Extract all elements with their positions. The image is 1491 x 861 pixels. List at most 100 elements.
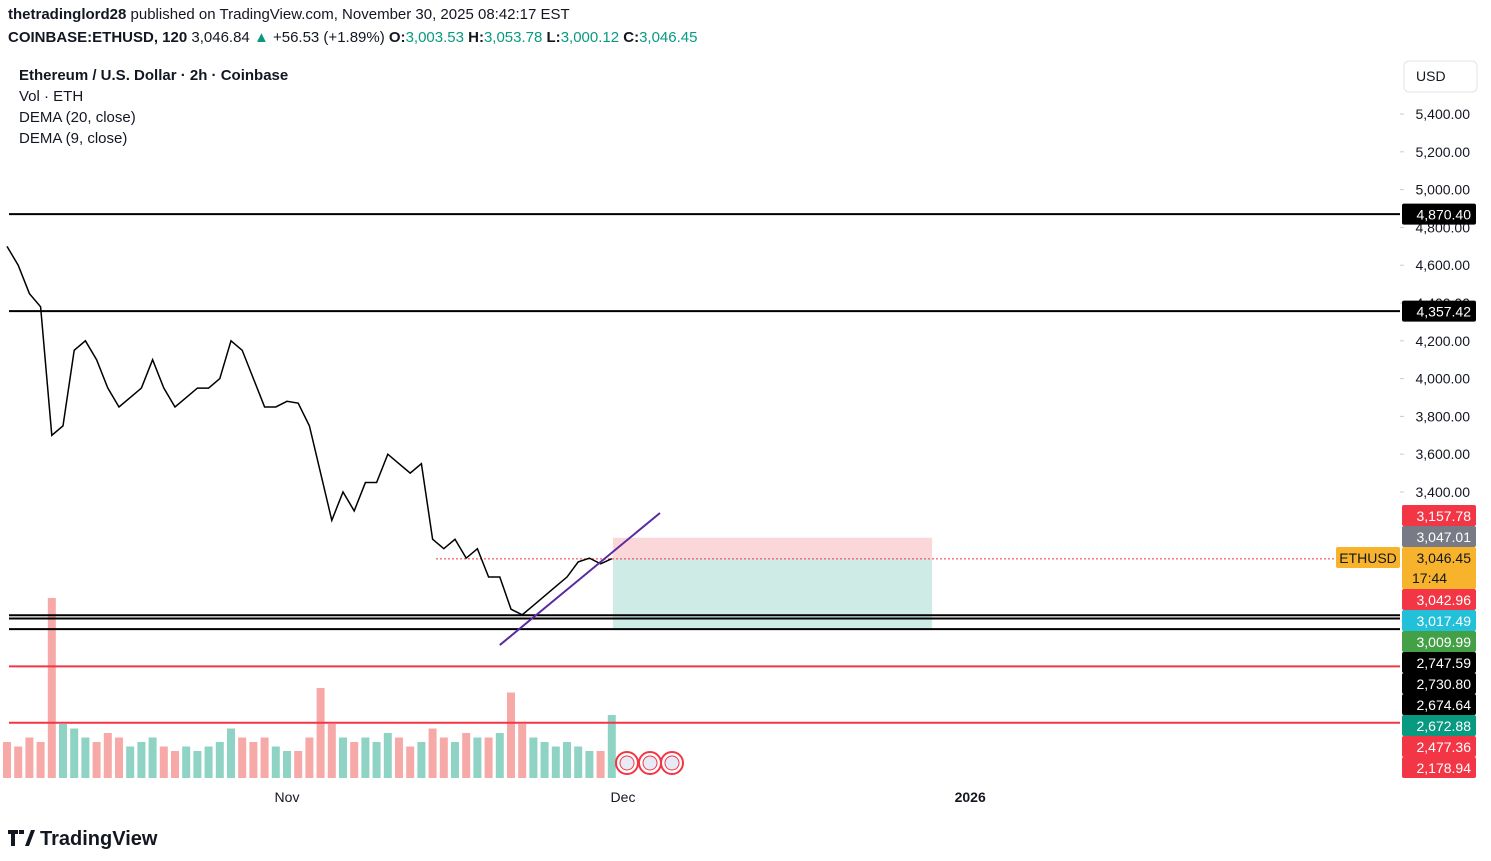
volume-bar [126, 746, 135, 778]
price-line [6, 245, 613, 616]
volume-bar [585, 751, 594, 778]
price-label: 4,870.40 [1417, 207, 1472, 223]
volume-bar [495, 733, 504, 778]
legend-volume: Vol · ETH [19, 88, 84, 105]
volume-bar [327, 724, 336, 778]
price-label-box [1402, 694, 1476, 715]
volume-bar [271, 746, 280, 778]
volume-bar [428, 728, 437, 778]
volume-bar [383, 733, 392, 778]
plot [3, 213, 1400, 778]
position-risk [612, 537, 933, 559]
o-label: O: [388, 29, 406, 46]
volume-bar [507, 692, 515, 778]
symbol-tag-box [1336, 547, 1400, 568]
volume-bar [484, 737, 493, 778]
h-label: H: [468, 29, 484, 46]
volume-bar [14, 746, 23, 778]
currency[interactable]: USD [1416, 68, 1446, 84]
event-icon [638, 751, 662, 775]
price-label: 3,009.99 [1417, 634, 1472, 650]
currency-button[interactable] [1403, 60, 1478, 93]
volume-bar [36, 742, 45, 778]
change: +56.53 (+1.89%) [272, 29, 385, 46]
event-flag [642, 755, 658, 771]
trendline [499, 512, 661, 646]
volume-bar [417, 742, 426, 778]
quote-line: COINBASE:ETHUSD, 120 3,046.84 ▲ +56.53 (… [8, 29, 697, 46]
price-label-box [1402, 673, 1476, 694]
volume-bar [204, 746, 213, 778]
price-label-box [1402, 589, 1476, 610]
volume-bar [294, 751, 303, 778]
volume-bar [361, 737, 370, 778]
event-icon [660, 751, 684, 775]
volume-bar [563, 742, 571, 778]
symbol-tag: ETHUSD [1339, 550, 1397, 566]
volume-bar [81, 737, 90, 778]
volume-bar [238, 737, 247, 778]
symbol: COINBASE:ETHUSD, 120 [8, 29, 188, 46]
y-tick-label: 4,200.00 [1416, 333, 1471, 349]
volume-bar [518, 724, 527, 778]
volume-bar [115, 737, 123, 778]
volume-bar [462, 733, 471, 778]
volume-bar [92, 742, 101, 778]
publish-line: thetradinglord28 published on TradingVie… [8, 6, 570, 23]
legend-title: Ethereum / U.S. Dollar · 2h · Coinbase [19, 67, 289, 84]
price-label: 4,357.42 [1417, 304, 1472, 320]
volume-bar [406, 746, 415, 778]
x-tick-label: 2026 [955, 789, 986, 805]
published: published on TradingView.com, November 3… [130, 6, 570, 23]
price-label: 2,747.59 [1417, 655, 1472, 671]
price-label: 3,017.49 [1417, 613, 1472, 629]
y-tick-label: 4,600.00 [1416, 257, 1471, 273]
h-value: 3,053.78 [483, 29, 543, 46]
brand: TradingView [8, 828, 158, 850]
volume-bar [350, 742, 359, 778]
x-tick-label: Dec [611, 789, 636, 805]
price-label-box [1402, 203, 1476, 225]
volume-bar [551, 746, 560, 778]
l-value: 3,000.12 [560, 29, 620, 46]
price-label-box [1402, 547, 1476, 589]
volume-bar [47, 598, 56, 778]
legend-dema20: DEMA (20, close) [19, 109, 136, 126]
price-label-box [1402, 631, 1476, 652]
legend-dema9: DEMA (9, close) [19, 130, 128, 147]
y-tick-label: 3,600.00 [1416, 446, 1471, 462]
price-label: 3,157.78 [1417, 508, 1472, 524]
volume-bar [395, 737, 403, 778]
price-label-box [1402, 757, 1476, 778]
volume-bar [227, 728, 235, 778]
l-label: L: [546, 29, 561, 46]
volume-bar [372, 742, 381, 778]
volume-bar [25, 737, 34, 778]
o-value: 3,003.53 [405, 29, 464, 46]
price-label-box [1402, 715, 1476, 736]
y-tick-label: 3,800.00 [1416, 408, 1471, 424]
price-label-box [1402, 505, 1476, 526]
volume-bar [339, 737, 347, 778]
volume-bar [283, 751, 291, 778]
volume-bar [574, 746, 583, 778]
volume-bar [59, 724, 67, 778]
volume-bar [451, 742, 459, 778]
volume-bar [193, 751, 202, 778]
y-tick-label: 5,200.00 [1416, 144, 1471, 160]
price-label: 2,178.94 [1417, 760, 1472, 776]
price-label-box [1402, 652, 1476, 673]
y-tick-label: 5,400.00 [1416, 106, 1471, 122]
x-tick-label: Nov [275, 789, 300, 805]
event-flag [619, 755, 635, 771]
volume-bar [148, 737, 157, 778]
countdown: 17:44 [1412, 570, 1447, 586]
volume-bar [305, 737, 314, 778]
volume-bar [3, 742, 11, 778]
up-arrow: ▲ [253, 29, 269, 46]
volume-bar [607, 715, 616, 778]
c-label: C: [623, 29, 640, 46]
price-label-box [1402, 526, 1476, 547]
volume-bar [249, 742, 258, 778]
